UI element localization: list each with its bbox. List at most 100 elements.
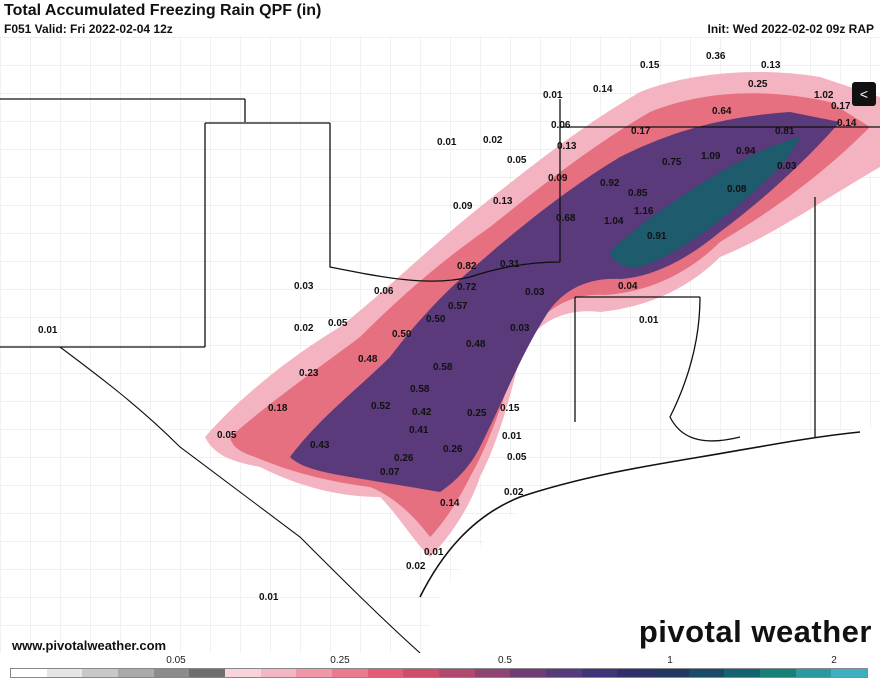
- qpf-value-label: 0.50: [426, 314, 446, 325]
- qpf-value-label: 0.05: [328, 318, 348, 329]
- qpf-value-label: 0.01: [543, 90, 563, 101]
- legend-swatch: [332, 669, 368, 677]
- qpf-value-label: 0.92: [600, 178, 620, 189]
- website-link[interactable]: www.pivotalweather.com: [12, 638, 167, 653]
- qpf-value-label: 0.58: [433, 362, 453, 373]
- legend-swatch: [260, 669, 297, 677]
- qpf-value-label: 0.05: [217, 430, 237, 441]
- legend-tick-label: 0.25: [330, 655, 350, 666]
- init-time: Init: Wed 2022-02-02 09z RAP: [707, 22, 874, 36]
- qpf-value-label: 0.02: [294, 323, 314, 334]
- qpf-value-label: 0.03: [777, 161, 797, 172]
- qpf-value-label: 0.05: [507, 452, 527, 463]
- qpf-value-label: 0.52: [371, 401, 391, 412]
- qpf-value-label: 0.14: [837, 118, 857, 129]
- qpf-value-label: 0.01: [259, 592, 279, 603]
- brand-logo: pivotal weather: [638, 614, 872, 649]
- qpf-value-label: 0.17: [631, 126, 651, 137]
- legend-swatch: [653, 669, 689, 677]
- legend-colorbar: [10, 668, 868, 678]
- legend-swatch: [617, 669, 654, 677]
- qpf-value-label: 0.85: [628, 188, 648, 199]
- qpf-value-label: 1.09: [701, 151, 721, 162]
- qpf-value-label: 0.23: [299, 368, 319, 379]
- qpf-value-label: 0.06: [374, 286, 394, 297]
- qpf-value-label: 1.02: [814, 90, 834, 101]
- legend-swatch: [474, 669, 511, 677]
- qpf-value-label: 0.48: [466, 339, 486, 350]
- qpf-value-label: 0.41: [409, 425, 429, 436]
- qpf-value-label: 0.15: [500, 403, 520, 414]
- qpf-value-label: 0.01: [38, 325, 58, 336]
- qpf-value-label: 0.09: [453, 201, 473, 212]
- qpf-value-label: 0.02: [504, 487, 524, 498]
- qpf-value-label: 0.17: [831, 101, 851, 112]
- qpf-value-label: 0.14: [593, 84, 613, 95]
- legend-tick-label: 0.05: [166, 655, 186, 666]
- legend-swatch: [153, 669, 190, 677]
- legend-swatch: [82, 669, 119, 677]
- legend-swatch: [46, 669, 83, 677]
- legend-swatch: [225, 669, 261, 677]
- coastline: [419, 431, 861, 598]
- legend-swatch: [118, 669, 154, 677]
- qpf-value-label: 0.50: [392, 329, 412, 340]
- qpf-value-label: 0.04: [618, 281, 638, 292]
- legend-swatch: [688, 669, 725, 677]
- qpf-value-label: 0.13: [493, 196, 513, 207]
- qpf-value-label: 0.31: [500, 259, 520, 270]
- map-title: Total Accumulated Freezing Rain QPF (in): [4, 2, 322, 19]
- qpf-value-label: 0.58: [410, 384, 430, 395]
- qpf-value-label: 0.25: [467, 408, 487, 419]
- legend-swatch: [831, 669, 868, 677]
- gulf-of-mexico: [420, 427, 880, 653]
- qpf-value-label: 0.81: [775, 126, 795, 137]
- qpf-value-label: 0.48: [358, 354, 378, 365]
- qpf-value-label: 0.01: [424, 547, 444, 558]
- qpf-value-label: 0.03: [510, 323, 530, 334]
- qpf-value-label: 0.09: [548, 173, 568, 184]
- qpf-value-label: 0.05: [507, 155, 527, 166]
- qpf-value-label: 0.64: [712, 106, 732, 117]
- state-borders: [0, 98, 880, 442]
- qpf-value-label: 0.82: [457, 261, 477, 272]
- qpf-value-label: 0.01: [502, 431, 522, 442]
- qpf-value-label: 0.72: [457, 282, 477, 293]
- qpf-value-label: 0.43: [310, 440, 330, 451]
- legend-swatch: [510, 669, 547, 677]
- qpf-value-label: 0.57: [448, 301, 468, 312]
- legend-tick-label: 1: [667, 655, 673, 666]
- legend-tick-label: 0.5: [498, 655, 512, 666]
- qpf-value-label: 0.13: [557, 141, 577, 152]
- qpf-value-label: 0.02: [483, 135, 503, 146]
- legend-tick-label: 2: [831, 655, 837, 666]
- qpf-value-label: 0.03: [525, 287, 545, 298]
- legend-swatch: [296, 669, 333, 677]
- legend-swatch: [546, 669, 582, 677]
- qpf-value-label: 0.75: [662, 157, 682, 168]
- qpf-value-label: 0.01: [437, 137, 457, 148]
- qpf-value-label: 0.94: [736, 146, 756, 157]
- legend-swatch: [724, 669, 761, 677]
- qpf-value-label: 0.26: [443, 444, 463, 455]
- qpf-value-label: 0.15: [640, 60, 660, 71]
- qpf-value-label: 0.36: [706, 51, 726, 62]
- qpf-value-label: 0.03: [294, 281, 314, 292]
- qpf-value-label: 0.18: [268, 403, 288, 414]
- qpf-value-label: 0.25: [748, 79, 768, 90]
- qpf-value-label: 0.13: [761, 60, 781, 71]
- qpf-value-label: 1.04: [604, 216, 624, 227]
- share-icon[interactable]: <: [852, 82, 876, 106]
- legend-swatch: [760, 669, 796, 677]
- qpf-value-label: 0.91: [647, 231, 667, 242]
- valid-time: F051 Valid: Fri 2022-02-04 12z: [4, 22, 173, 36]
- qpf-value-label: 0.08: [727, 184, 747, 195]
- freezing-rain-max: [610, 137, 800, 268]
- qpf-value-label: 0.68: [556, 213, 576, 224]
- qpf-value-label: 0.42: [412, 407, 432, 418]
- legend-swatch: [403, 669, 440, 677]
- forecast-map[interactable]: <: [0, 37, 880, 653]
- rio-grande-border: [59, 346, 421, 653]
- legend-swatch: [795, 669, 832, 677]
- qpf-value-label: 0.07: [380, 467, 400, 478]
